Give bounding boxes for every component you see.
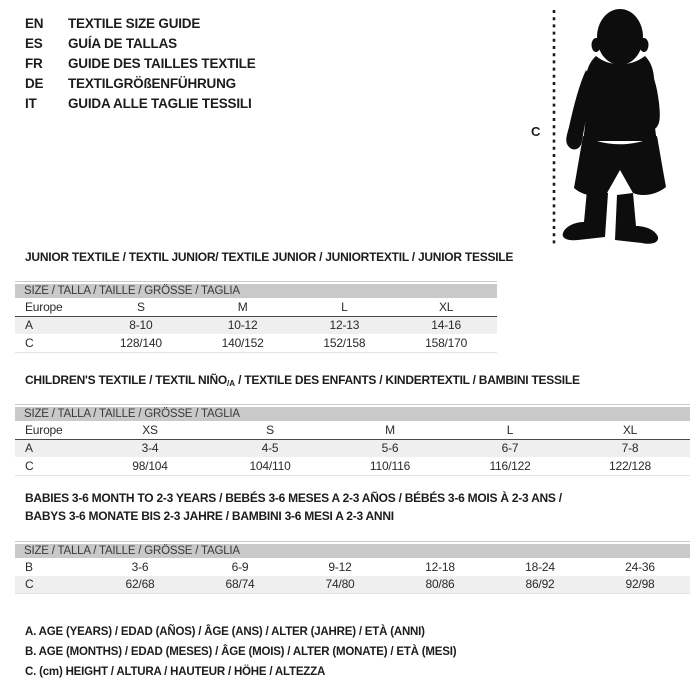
language-title-list: EN TEXTILE SIZE GUIDE ES GUÍA DE TALLAS …	[25, 13, 256, 113]
footnotes: A. AGE (YEARS) / EDAD (AÑOS) / ÂGE (ANS)…	[25, 626, 457, 686]
lang-row-es: ES GUÍA DE TALLAS	[25, 33, 256, 53]
table-row-height: C 62/68 68/74 74/80 80/86 86/92 92/98	[15, 575, 690, 593]
lang-code-de: DE	[25, 75, 44, 91]
value-cell: 3-4	[141, 441, 159, 456]
row-label: A	[25, 318, 33, 333]
toddler-silhouette	[562, 9, 666, 244]
value-cell: 3-6	[131, 559, 149, 574]
value-cell: 12-13	[329, 318, 360, 333]
babies-size-table: SIZE / TALLA / TAILLE / GRÖSSE / TAGLIA …	[15, 541, 690, 594]
size-cell: L	[506, 422, 514, 437]
value-cell: 62/68	[125, 577, 155, 592]
size-cell: XL	[622, 422, 638, 437]
value-cell: 122/128	[609, 458, 651, 473]
children-size-table: SIZE / TALLA / TAILLE / GRÖSSE / TAGLIA …	[15, 404, 690, 476]
size-header-bar: SIZE / TALLA / TAILLE / GRÖSSE / TAGLIA	[15, 284, 497, 298]
value-cell: 10-12	[227, 318, 258, 333]
figure-canvas	[552, 9, 666, 247]
table-row-months: B 3-6 6-9 9-12 12-18 18-24 24-36	[15, 558, 690, 576]
table-row-age: A 8-10 10-12 12-13 14-16	[15, 316, 497, 334]
value-cell: 12-18	[425, 559, 455, 574]
lang-row-en: EN TEXTILE SIZE GUIDE	[25, 13, 256, 33]
size-header-bar: SIZE / TALLA / TAILLE / GRÖSSE / TAGLIA	[15, 407, 690, 421]
value-cell: 80/86	[425, 577, 455, 592]
value-cell: 152/158	[323, 335, 366, 350]
size-cell: M	[385, 422, 395, 437]
row-label: B	[25, 559, 33, 574]
size-cell: L	[341, 299, 348, 314]
section-title-babies-line1: BABIES 3-6 MONTH TO 2-3 YEARS / BEBÉS 3-…	[25, 491, 562, 505]
lang-title-es: GUÍA DE TALLAS	[68, 35, 177, 51]
size-cell: S	[136, 299, 145, 314]
section-title-children-sub: /A	[226, 379, 235, 388]
value-cell: 110/116	[369, 458, 411, 473]
value-cell: 9-12	[328, 559, 352, 574]
lang-title-de: TEXTILGRÖßENFÜHRUNG	[68, 75, 236, 91]
measure-c-label: C	[531, 124, 541, 139]
value-cell: 74/80	[325, 577, 355, 592]
value-cell: 104/110	[249, 458, 291, 473]
size-header-bar: SIZE / TALLA / TAILLE / GRÖSSE / TAGLIA	[15, 544, 690, 558]
size-cell: XL	[438, 299, 454, 314]
value-cell: 24-36	[625, 559, 655, 574]
table-row-europe: Europe S M L XL	[15, 298, 497, 317]
row-label: A	[25, 441, 33, 456]
row-label: C	[25, 577, 34, 592]
lang-title-it: GUIDA ALLE TAGLIE TESSILI	[68, 95, 252, 111]
section-title-babies-line2: BABYS 3-6 MONATE BIS 2-3 JAHRE / BAMBINI…	[25, 508, 394, 523]
size-cell: S	[266, 422, 274, 437]
value-cell: 116/122	[489, 458, 531, 473]
value-cell: 158/170	[425, 335, 468, 350]
lang-code-fr: FR	[25, 55, 43, 71]
table-row-height: C 98/104 104/110 110/116 116/122 122/128	[15, 457, 690, 475]
note-height-cm: C. (cm) HEIGHT / ALTURA / HAUTEUR / HÖHE…	[25, 666, 326, 678]
size-cell: XS	[142, 422, 158, 437]
note-age-years: A. AGE (YEARS) / EDAD (AÑOS) / ÂGE (ANS)…	[25, 626, 425, 638]
table-row-age: A 3-4 4-5 5-6 6-7 7-8	[15, 439, 690, 457]
value-cell: 6-7	[501, 441, 519, 456]
value-cell: 86/92	[525, 577, 555, 592]
table-row-height: C 128/140 140/152 152/158 158/170	[15, 334, 497, 352]
value-cell: 98/104	[132, 458, 168, 473]
value-cell: 92/98	[625, 577, 655, 592]
size-cell: M	[237, 299, 248, 314]
section-title-children: CHILDREN'S TEXTILE / TEXTIL NIÑO/A / TEX…	[25, 373, 580, 388]
lang-row-de: DE TEXTILGRÖßENFÜHRUNG	[25, 73, 256, 93]
row-label: C	[25, 335, 34, 350]
value-cell: 7-8	[621, 441, 639, 456]
lang-code-it: IT	[25, 95, 37, 111]
table-row-europe: Europe XS S M L XL	[15, 421, 690, 440]
junior-size-table: SIZE / TALLA / TAILLE / GRÖSSE / TAGLIA …	[15, 281, 497, 353]
value-cell: 14-16	[431, 318, 461, 333]
value-cell: 5-6	[381, 441, 399, 456]
lang-code-en: EN	[25, 15, 44, 31]
lang-title-en: TEXTILE SIZE GUIDE	[68, 15, 201, 31]
lang-row-it: IT GUIDA ALLE TAGLIE TESSILI	[25, 93, 256, 113]
value-cell: 128/140	[119, 335, 162, 350]
section-title-junior: JUNIOR TEXTILE / TEXTIL JUNIOR/ TEXTILE …	[25, 250, 514, 264]
section-title-children-pre: CHILDREN'S TEXTILE / TEXTIL NIÑO	[25, 373, 227, 387]
lang-row-fr: FR GUIDE DES TAILLES TEXTILE	[25, 53, 256, 73]
value-cell: 6-9	[231, 559, 249, 574]
height-measure-figure: C	[520, 0, 700, 250]
value-cell: 18-24	[525, 559, 555, 574]
value-cell: 68/74	[225, 577, 255, 592]
value-cell: 140/152	[221, 335, 264, 350]
section-title-babies: BABIES 3-6 MONTH TO 2-3 YEARS / BEBÉS 3-…	[25, 490, 562, 525]
section-title-children-post: / TEXTILE DES ENFANTS / KINDERTEXTIL / B…	[234, 373, 580, 387]
note-age-months: B. AGE (MONTHS) / EDAD (MESES) / ÂGE (MO…	[25, 646, 457, 658]
value-cell: 4-5	[261, 441, 279, 456]
lang-code-es: ES	[25, 35, 43, 51]
row-label: Europe	[25, 299, 63, 314]
row-label: Europe	[25, 422, 63, 437]
value-cell: 8-10	[129, 318, 153, 333]
lang-title-fr: GUIDE DES TAILLES TEXTILE	[68, 55, 256, 71]
row-label: C	[25, 458, 34, 473]
